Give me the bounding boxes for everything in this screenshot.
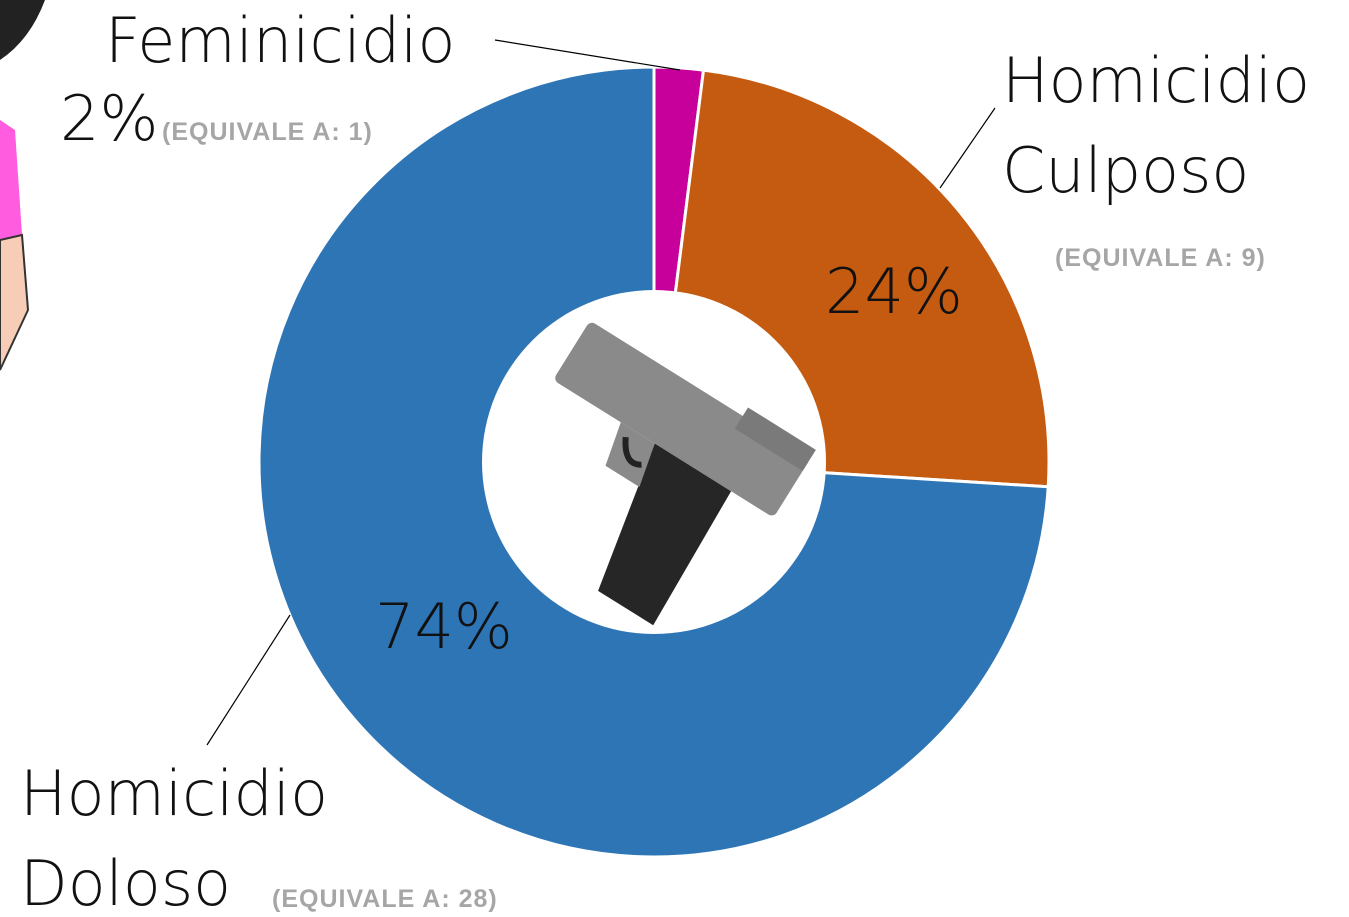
equivalent-label: (EQUIVALE A: 9) xyxy=(1055,244,1266,272)
category-label: Homicidio Culposo xyxy=(1002,44,1330,207)
decoration-figure xyxy=(0,0,45,370)
category-label: Feminicidio xyxy=(105,4,455,77)
value-label: 74% xyxy=(375,590,513,663)
equivalent-label: (EQUIVALE A: 28) xyxy=(272,885,498,913)
equivalent-label: (EQUIVALE A: 1) xyxy=(162,118,373,146)
chart: Feminicidio2%(EQUIVALE A: 1) Homicidio Cu… xyxy=(0,0,1349,917)
value-label: 24% xyxy=(825,255,963,328)
value-label: 2% xyxy=(60,82,158,155)
